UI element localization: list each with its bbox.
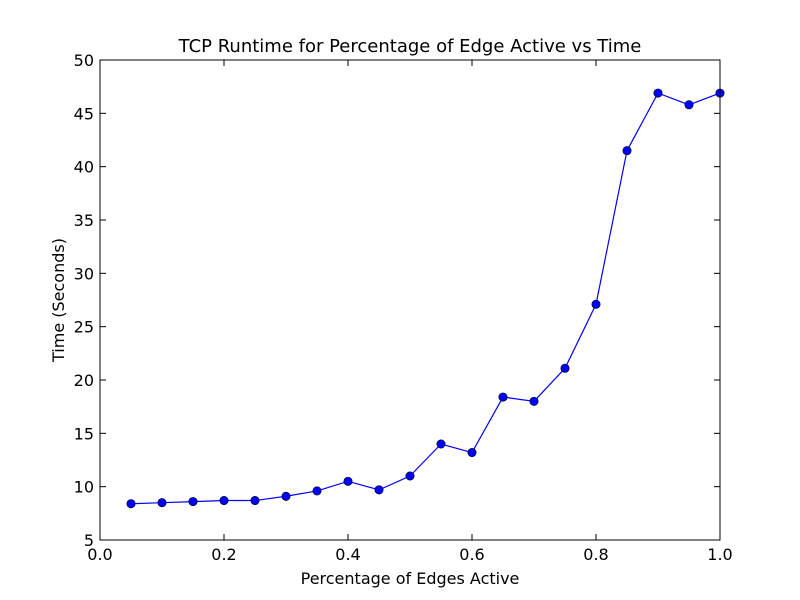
- x-axis-ticks: 0.0 0.2 0.4 0.6 0.8 1.0: [87, 60, 733, 564]
- chart-title: TCP Runtime for Percentage of Edge Activ…: [178, 36, 642, 57]
- y-tick-label: 5: [84, 531, 94, 550]
- data-point: [467, 448, 477, 458]
- data-point: [622, 146, 632, 156]
- y-tick-label: 40: [74, 158, 94, 177]
- x-tick-label: 0.2: [211, 545, 236, 564]
- y-axis-label: Time (Seconds): [49, 238, 68, 363]
- y-tick-label: 35: [74, 211, 94, 230]
- data-point: [281, 491, 291, 501]
- data-point: [250, 496, 260, 506]
- data-point: [405, 471, 415, 481]
- data-point: [312, 486, 322, 496]
- y-tick-label: 25: [74, 318, 94, 337]
- data-point: [529, 396, 539, 406]
- y-tick-label: 15: [74, 424, 94, 443]
- data-point: [188, 497, 198, 507]
- y-tick-label: 50: [74, 51, 94, 70]
- data-point: [436, 439, 446, 449]
- y-tick-label: 10: [74, 478, 94, 497]
- data-point: [498, 392, 508, 402]
- data-point: [126, 499, 136, 509]
- y-tick-label: 30: [74, 264, 94, 283]
- x-tick-label: 0.4: [335, 545, 360, 564]
- data-point: [157, 498, 167, 508]
- data-point: [684, 100, 694, 110]
- series-line: [130, 92, 721, 505]
- x-axis-label: Percentage of Edges Active: [301, 569, 520, 588]
- data-point: [219, 496, 229, 506]
- y-tick-label: 45: [74, 104, 94, 123]
- x-tick-label: 0.6: [459, 545, 484, 564]
- x-tick-label: 0.8: [583, 545, 608, 564]
- data-point: [343, 476, 353, 486]
- series-layer: [126, 88, 725, 509]
- y-tick-label: 20: [74, 371, 94, 390]
- x-tick-label: 1.0: [707, 545, 732, 564]
- plot-area-frame: [99, 59, 721, 541]
- y-axis-ticks: 5 10 15 20 25 30 35 40 45 50: [74, 51, 720, 550]
- data-point: [374, 485, 384, 495]
- data-point: [591, 299, 601, 309]
- x-tick-label: 0.0: [87, 545, 112, 564]
- data-point: [653, 88, 663, 98]
- data-point: [560, 363, 570, 373]
